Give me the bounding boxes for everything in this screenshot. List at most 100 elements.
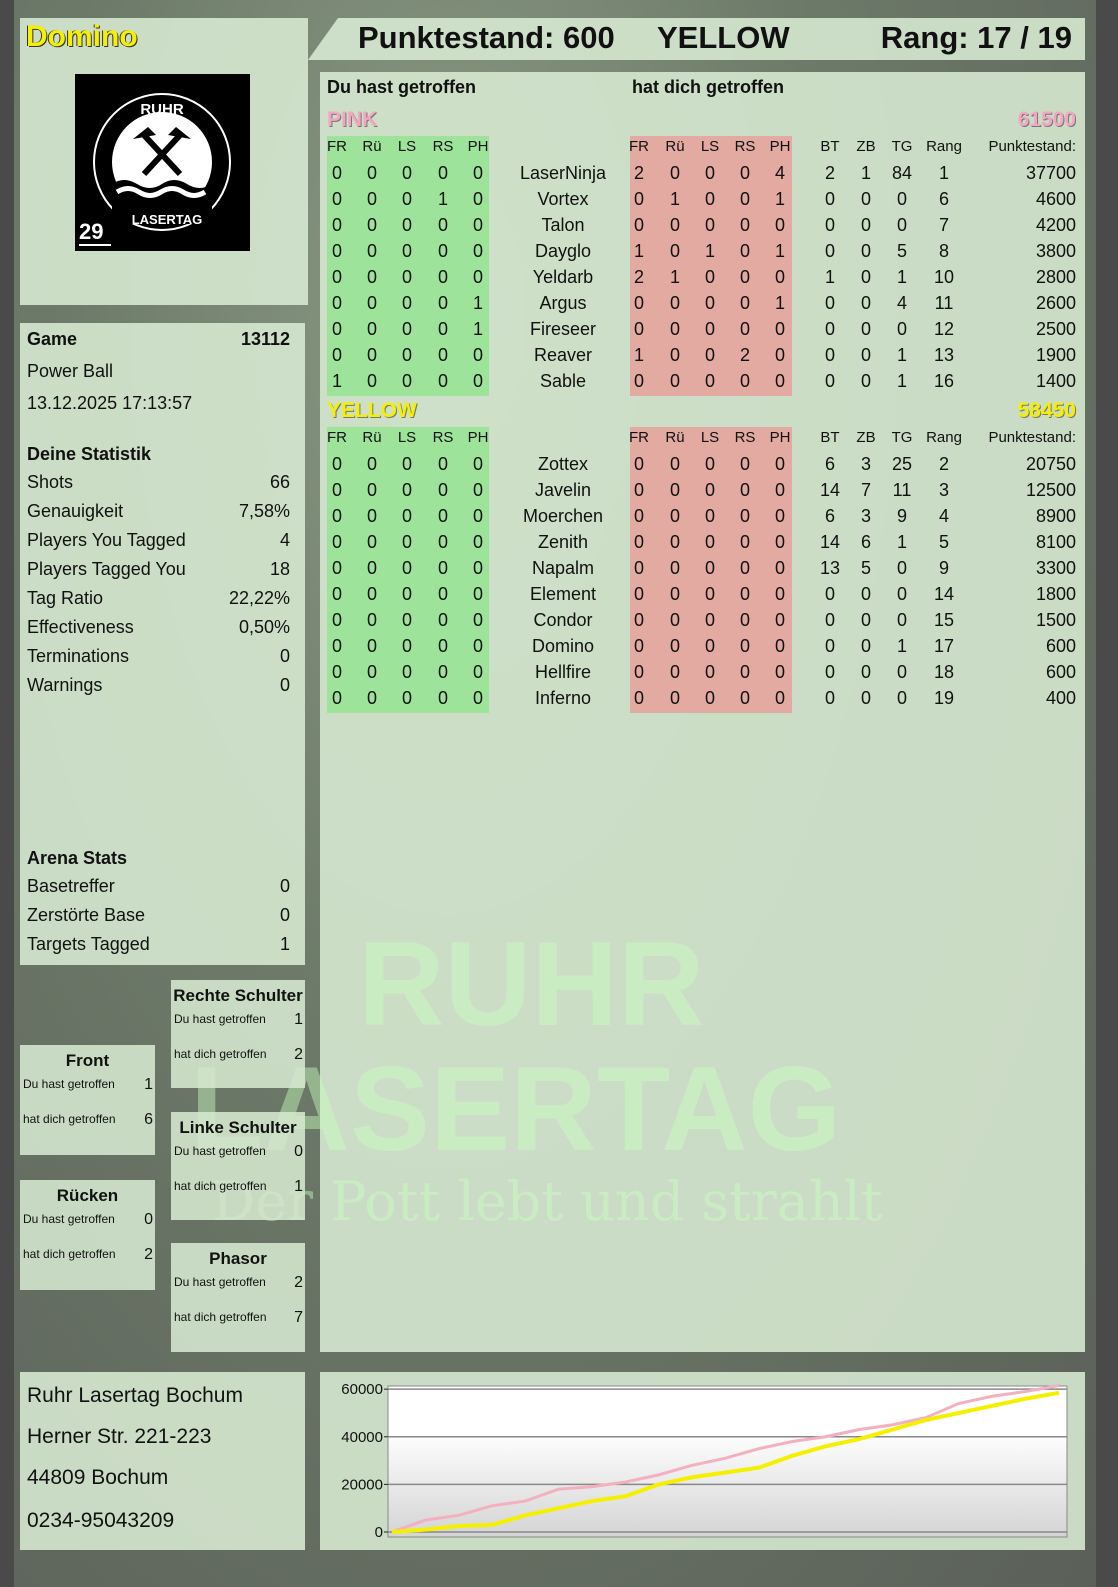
got-cell: 0 — [774, 636, 786, 656]
hit-cell: 0 — [437, 506, 449, 526]
player-name: Argus — [539, 293, 587, 313]
got-cell: 0 — [633, 480, 645, 500]
stat-row: Tag Ratio 22,22% — [27, 588, 290, 609]
stat-row: Genauigkeit 7,58% — [27, 501, 290, 522]
got-cell: 0 — [669, 532, 681, 552]
hit-cell: 0 — [331, 345, 343, 365]
hit-cell: 0 — [401, 662, 413, 682]
extra-cell: 9 — [938, 558, 950, 578]
extra-cell: 0 — [860, 215, 872, 235]
got-cell: 0 — [633, 371, 645, 391]
team-name: PINK — [327, 108, 378, 131]
hit-cell: 0 — [331, 532, 343, 552]
header-hit: RS — [432, 429, 454, 446]
got-cell: 0 — [704, 215, 716, 235]
zone-front: Front Du hast getroffen 1 hat dich getroffe… — [20, 1045, 155, 1155]
hit-you-label: hat dich getroffen — [632, 77, 784, 97]
got-cell: 0 — [704, 345, 716, 365]
player-score: 400 — [1045, 688, 1076, 708]
hit-cell: 0 — [401, 636, 413, 656]
extra-cell: 16 — [933, 371, 955, 391]
hit-cell: 0 — [401, 584, 413, 604]
got-cell: 0 — [739, 558, 751, 578]
zone-title: Phasor — [209, 1249, 267, 1268]
got-cell: 1 — [774, 189, 786, 209]
extra-cell: 9 — [896, 506, 908, 526]
extra-cell: 1 — [896, 345, 908, 365]
hit-cell: 0 — [437, 454, 449, 474]
extra-cell: 19 — [933, 688, 955, 708]
header-extra: TG — [891, 429, 913, 446]
player-panel: Domino RUHR LASERTAG 29 — [20, 18, 308, 305]
zone-hit-label: Du hast getroffen — [174, 1275, 266, 1289]
address-panel — [20, 1372, 305, 1550]
header-extra: BT — [820, 429, 840, 446]
hit-cell: 0 — [331, 584, 343, 604]
extra-cell: 0 — [860, 345, 872, 365]
extra-cell: 6 — [824, 506, 836, 526]
hit-cell: 0 — [331, 241, 343, 261]
got-cell: 0 — [633, 688, 645, 708]
hit-cell: 0 — [331, 662, 343, 682]
hit-block — [327, 136, 489, 396]
header-got: PH — [769, 138, 791, 155]
hit-cell: 0 — [437, 636, 449, 656]
you-hit-label: Du hast getroffen — [327, 77, 477, 97]
hit-cell: 0 — [437, 215, 449, 235]
header-hit: PH — [467, 429, 489, 446]
extra-cell: 3 — [860, 506, 872, 526]
got-cell: 0 — [774, 610, 786, 630]
arena-value: 0 — [279, 876, 290, 896]
got-cell: 0 — [669, 163, 681, 183]
hit-cell: 0 — [472, 345, 484, 365]
got-cell: 0 — [704, 636, 716, 656]
got-cell: 0 — [669, 506, 681, 526]
zone-hit-label: Du hast getroffen — [23, 1212, 115, 1226]
hit-cell: 0 — [472, 267, 484, 287]
got-cell: 0 — [633, 189, 645, 209]
extra-cell: 15 — [933, 610, 955, 630]
hit-cell: 0 — [437, 688, 449, 708]
hit-cell: 0 — [401, 267, 413, 287]
header-hit: RS — [432, 138, 454, 155]
zone-got-value: 1 — [294, 1178, 303, 1195]
extra-cell: 0 — [824, 688, 836, 708]
extra-cell: 1 — [896, 532, 908, 552]
player-name: Domino — [531, 636, 595, 656]
zone-got-value: 6 — [144, 1111, 153, 1128]
extra-cell: 3 — [938, 480, 950, 500]
hit-cell: 0 — [437, 480, 449, 500]
got-cell: 0 — [739, 215, 751, 235]
header-got: RS — [734, 429, 756, 446]
arena-title: Arena Stats — [27, 848, 290, 869]
hit-cell: 0 — [472, 636, 484, 656]
extra-cell: 0 — [824, 189, 836, 209]
stats-title: Deine Statistik — [27, 444, 290, 465]
got-cell: 1 — [704, 241, 716, 261]
zone-rechte-schulter: Rechte Schulter Du hast getroffen 1 hat dic… — [171, 980, 305, 1088]
header-score: Punktestand: 600 — [358, 20, 615, 55]
hit-cell: 0 — [366, 610, 378, 630]
got-cell: 0 — [739, 584, 751, 604]
extra-cell: 10 — [933, 267, 955, 287]
header-hit: LS — [397, 138, 417, 155]
got-cell: 0 — [774, 688, 786, 708]
hit-cell: 0 — [437, 163, 449, 183]
got-cell: 0 — [774, 371, 786, 391]
got-block — [630, 427, 792, 713]
got-cell: 0 — [669, 584, 681, 604]
hit-cell: 0 — [437, 371, 449, 391]
stat-value: 66 — [269, 472, 290, 492]
hit-cell: 0 — [366, 688, 378, 708]
plot-area — [387, 1385, 1068, 1538]
hit-cell: 0 — [331, 189, 343, 209]
svg-text:RUHR: RUHR — [140, 101, 183, 118]
header-got: PH — [769, 429, 791, 446]
player-name: LaserNinja — [519, 163, 607, 183]
got-cell: 0 — [669, 454, 681, 474]
hit-cell: 0 — [437, 345, 449, 365]
got-cell: 0 — [633, 506, 645, 526]
got-cell: 4 — [774, 163, 786, 183]
hit-cell: 0 — [331, 636, 343, 656]
team-score: 58450 — [1017, 399, 1076, 422]
